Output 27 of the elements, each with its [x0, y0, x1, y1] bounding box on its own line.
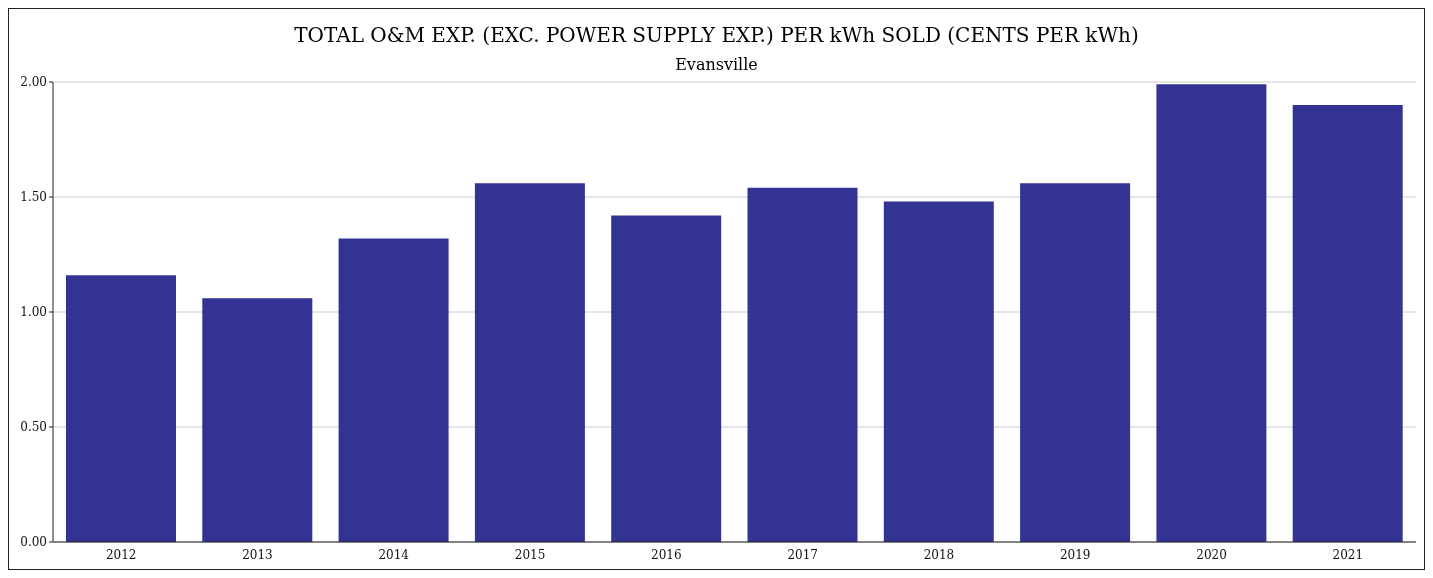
- chart-title: TOTAL O&M EXP. (EXC. POWER SUPPLY EXP.) PER kWh SOLD (CENTS PER kWh): [293, 23, 1140, 47]
- bar: [1156, 84, 1267, 542]
- x-tick-label: 2014: [378, 547, 410, 562]
- x-tick-label: 2016: [651, 547, 682, 562]
- bar: [202, 298, 313, 542]
- y-tick-label: 1.50: [20, 190, 47, 205]
- bar: [338, 238, 449, 542]
- bar: [1292, 105, 1403, 542]
- y-tick-label: 1.00: [20, 305, 47, 320]
- y-tick-label: 2.00: [20, 75, 47, 90]
- x-tick-label: 2017: [787, 547, 818, 562]
- x-tick-label: 2013: [242, 547, 273, 562]
- bar: [747, 187, 858, 542]
- bar: [66, 275, 176, 542]
- x-tick-label: 2018: [923, 547, 955, 562]
- bar: [474, 183, 585, 542]
- y-tick-label: 0.50: [20, 420, 47, 435]
- x-tick-label: 2020: [1196, 547, 1227, 562]
- chart-subtitle: Evansville: [674, 55, 759, 74]
- x-tick-label: 2015: [514, 547, 546, 562]
- x-tick-label: 2019: [1059, 547, 1091, 562]
- y-tick-label: 0.00: [20, 535, 47, 550]
- bar: [1020, 183, 1131, 542]
- x-tick-label: 2021: [1332, 547, 1364, 562]
- bar: [883, 201, 994, 542]
- x-tick-label: 2012: [105, 547, 137, 562]
- bar: [611, 215, 722, 542]
